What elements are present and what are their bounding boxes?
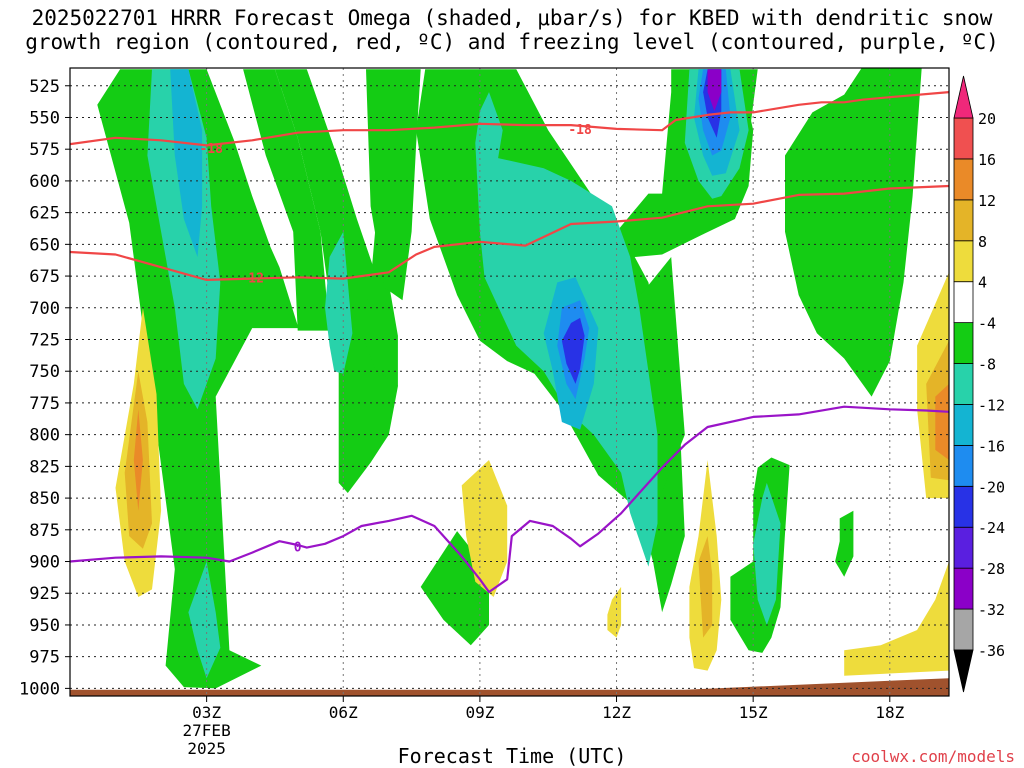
colorbar-over-arrow: [953, 75, 974, 119]
colorbar-label-3: -24: [978, 519, 1005, 537]
colorbar-label-12: 16: [978, 151, 996, 169]
omega-region-m28-0: [707, 69, 722, 112]
x-tick-label-12Z: 12Z: [602, 703, 631, 722]
y-tick-label-1000: 1000: [19, 679, 60, 699]
freezing-contour-0-label-0: 0: [294, 540, 302, 555]
colorbar-swatch-5: [953, 404, 974, 446]
x-tick-label-18Z: 18Z: [875, 703, 904, 722]
y-tick-label-725: 725: [29, 330, 60, 350]
contour-lines: -18 -18 -12 0: [70, 91, 949, 594]
omega-region-m8-3: [361, 231, 398, 387]
colorbar-swatch-12: [953, 117, 974, 160]
x-axis-title: Forecast Time (UTC): [397, 744, 627, 768]
dgz-contour-0-label-0: -18: [199, 142, 223, 157]
dgz-contour-1: [70, 184, 949, 281]
y-tick-label-625: 625: [29, 204, 60, 224]
chart-title: 2025022701 HRRR Forecast Omega (shaded, …: [0, 6, 1024, 54]
colorbar: -36 -32 -28 -24 -20 -16 -12 -8 -4 4 8 12 16 20: [953, 75, 1005, 693]
y-tick-label-800: 800: [29, 426, 60, 446]
colorbar-swatch-10: [953, 199, 974, 242]
y-tick-label-600: 600: [29, 172, 60, 192]
colorbar-swatch-8: [953, 281, 974, 324]
omega-region-12-1: [935, 383, 949, 460]
omega-region-4-1: [461, 460, 508, 597]
x-tick-label-06Z: 06Z: [329, 703, 358, 722]
y-tick-label-575: 575: [29, 140, 60, 160]
dgz-contour-0: [70, 91, 949, 147]
y-tick-label-775: 775: [29, 394, 60, 414]
y-tick-label-950: 950: [29, 616, 60, 636]
x-tick-label-15Z: 15Z: [739, 703, 768, 722]
colorbar-under-arrow: [953, 649, 974, 693]
y-tick-label-875: 875: [29, 521, 60, 541]
dgz-contour-0-label-1: -18: [568, 123, 592, 138]
title-line-2: growth region (contoured, red, ºC) and f…: [25, 30, 999, 54]
terrain-polygon: [70, 678, 949, 696]
y-tick-label-650: 650: [29, 235, 60, 255]
omega-region-4-2: [607, 586, 622, 638]
colorbar-label-1: -32: [978, 601, 1005, 619]
omega-region-m8-1: [243, 69, 330, 331]
colorbar-label-9: 4: [978, 274, 987, 292]
omega-region-m8-4: [366, 69, 421, 301]
colorbar-swatch-2: [953, 526, 974, 569]
colorbar-label-4: -20: [978, 478, 1005, 496]
credit-link[interactable]: coolwx.com/models: [851, 747, 1015, 766]
y-tick-label-975: 975: [29, 648, 60, 668]
omega-region-m12-5: [753, 482, 781, 625]
y-tick-label-750: 750: [29, 362, 60, 382]
omega-region-m16-0: [170, 69, 203, 257]
colorbar-label-0: -36: [978, 642, 1005, 660]
omega-region-m12-3: [325, 231, 353, 374]
y-axis-pressure: 525 550 575 600 625 650 675 700 725 750 775 800 825 8…: [19, 77, 70, 699]
colorbar-label-7: -8: [978, 356, 996, 374]
omega-region-4-4: [844, 561, 949, 676]
y-tick-label-550: 550: [29, 108, 60, 128]
y-tick-label-925: 925: [29, 584, 60, 604]
omega-region-m24-0: [561, 317, 585, 384]
colorbar-swatch-0: [953, 608, 974, 651]
colorbar-swatch-4: [953, 444, 974, 487]
colorbar-swatch-9: [953, 240, 974, 283]
colorbar-swatch-11: [953, 158, 974, 201]
x-tick-label-03Z: 03Z: [192, 703, 221, 722]
title-line-1: 2025022701 HRRR Forecast Omega (shaded, …: [31, 6, 993, 30]
colorbar-label-2: -28: [978, 560, 1005, 578]
terrain-ground: [70, 678, 949, 696]
colorbar-label-6: -12: [978, 396, 1005, 414]
y-tick-label-525: 525: [29, 77, 60, 97]
y-tick-label-675: 675: [29, 267, 60, 287]
omega-shading: [97, 68, 949, 689]
omega-region-m12-1: [188, 561, 221, 679]
x-year-label: 2025: [187, 739, 226, 758]
y-tick-label-700: 700: [29, 299, 60, 319]
colorbar-label-11: 12: [978, 192, 996, 210]
dgz-contour-1-label-0: -12: [240, 271, 263, 286]
y-tick-label-900: 900: [29, 553, 60, 573]
colorbar-label-8: -4: [978, 315, 996, 333]
colorbar-swatch-6: [953, 363, 974, 405]
x-date-label: 27FEB: [183, 721, 231, 740]
y-tick-label-850: 850: [29, 489, 60, 509]
omega-region-m8-9: [835, 510, 854, 577]
omega-region-m8-7: [785, 68, 922, 397]
colorbar-label-13: 20: [978, 110, 996, 128]
colorbar-swatch-3: [953, 485, 974, 528]
plot-frame: [69, 67, 950, 697]
colorbar-swatch-1: [953, 567, 974, 610]
y-tick-label-825: 825: [29, 457, 60, 477]
x-tick-label-09Z: 09Z: [465, 703, 494, 722]
colorbar-swatch-7: [953, 322, 974, 364]
colorbar-label-5: -16: [978, 437, 1005, 455]
colorbar-label-10: 8: [978, 233, 987, 251]
freezing-contour-0: [70, 405, 949, 594]
grid-lines: [70, 68, 949, 696]
